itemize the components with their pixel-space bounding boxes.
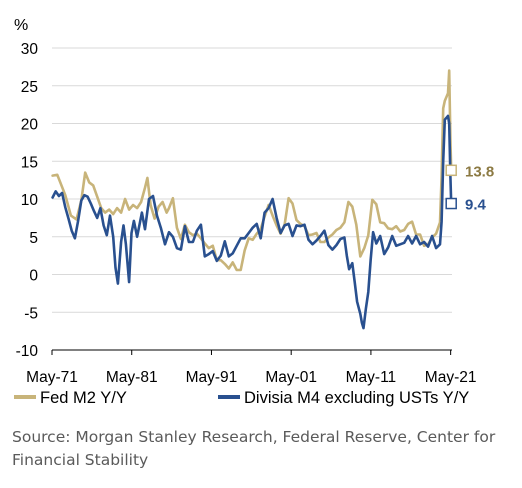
y-tick-label: 20 xyxy=(21,117,39,134)
gridlines xyxy=(52,47,452,313)
x-tick-label: May-81 xyxy=(106,369,158,386)
y-axis-ticks: -10 -5 0 5 10 15 20 25 30 xyxy=(16,41,39,360)
x-tick-label: May-91 xyxy=(186,369,238,386)
y-tick-label: -5 xyxy=(24,305,38,322)
source-note: Source: Morgan Stanley Research, Federal… xyxy=(12,428,496,469)
y-tick-label: 30 xyxy=(21,41,39,58)
y-tick-label: -10 xyxy=(16,343,39,360)
y-tick-label: 25 xyxy=(21,79,38,96)
y-axis-label: % xyxy=(14,17,28,34)
legend: Fed M2 Y/Y Divisia M4 excluding USTs Y/Y xyxy=(14,389,469,407)
x-axis: May-71 May-81 May-91 May-01 May-11 May-21 xyxy=(26,349,477,386)
end-label-2: 9.4 xyxy=(465,197,487,214)
y-tick-label: 0 xyxy=(29,268,38,285)
x-tick-label: May-21 xyxy=(425,369,477,386)
x-tick-label: May-71 xyxy=(26,369,78,386)
x-tick-label: May-11 xyxy=(346,369,397,386)
end-label-1: 13.8 xyxy=(465,163,494,180)
end-labels: 13.8 9.4 xyxy=(445,163,494,214)
end-marker-1 xyxy=(445,164,457,177)
end-marker-2 xyxy=(445,197,457,210)
legend-label-2: Divisia M4 excluding USTs Y/Y xyxy=(244,389,469,407)
y-tick-label: 5 xyxy=(29,230,38,247)
legend-label-1: Fed M2 Y/Y xyxy=(40,389,127,407)
y-tick-label: 10 xyxy=(21,192,39,209)
series-lines xyxy=(51,69,453,330)
series-line-2 xyxy=(51,114,453,330)
x-tick-label: May-01 xyxy=(265,369,317,386)
y-tick-label: 15 xyxy=(21,154,38,171)
